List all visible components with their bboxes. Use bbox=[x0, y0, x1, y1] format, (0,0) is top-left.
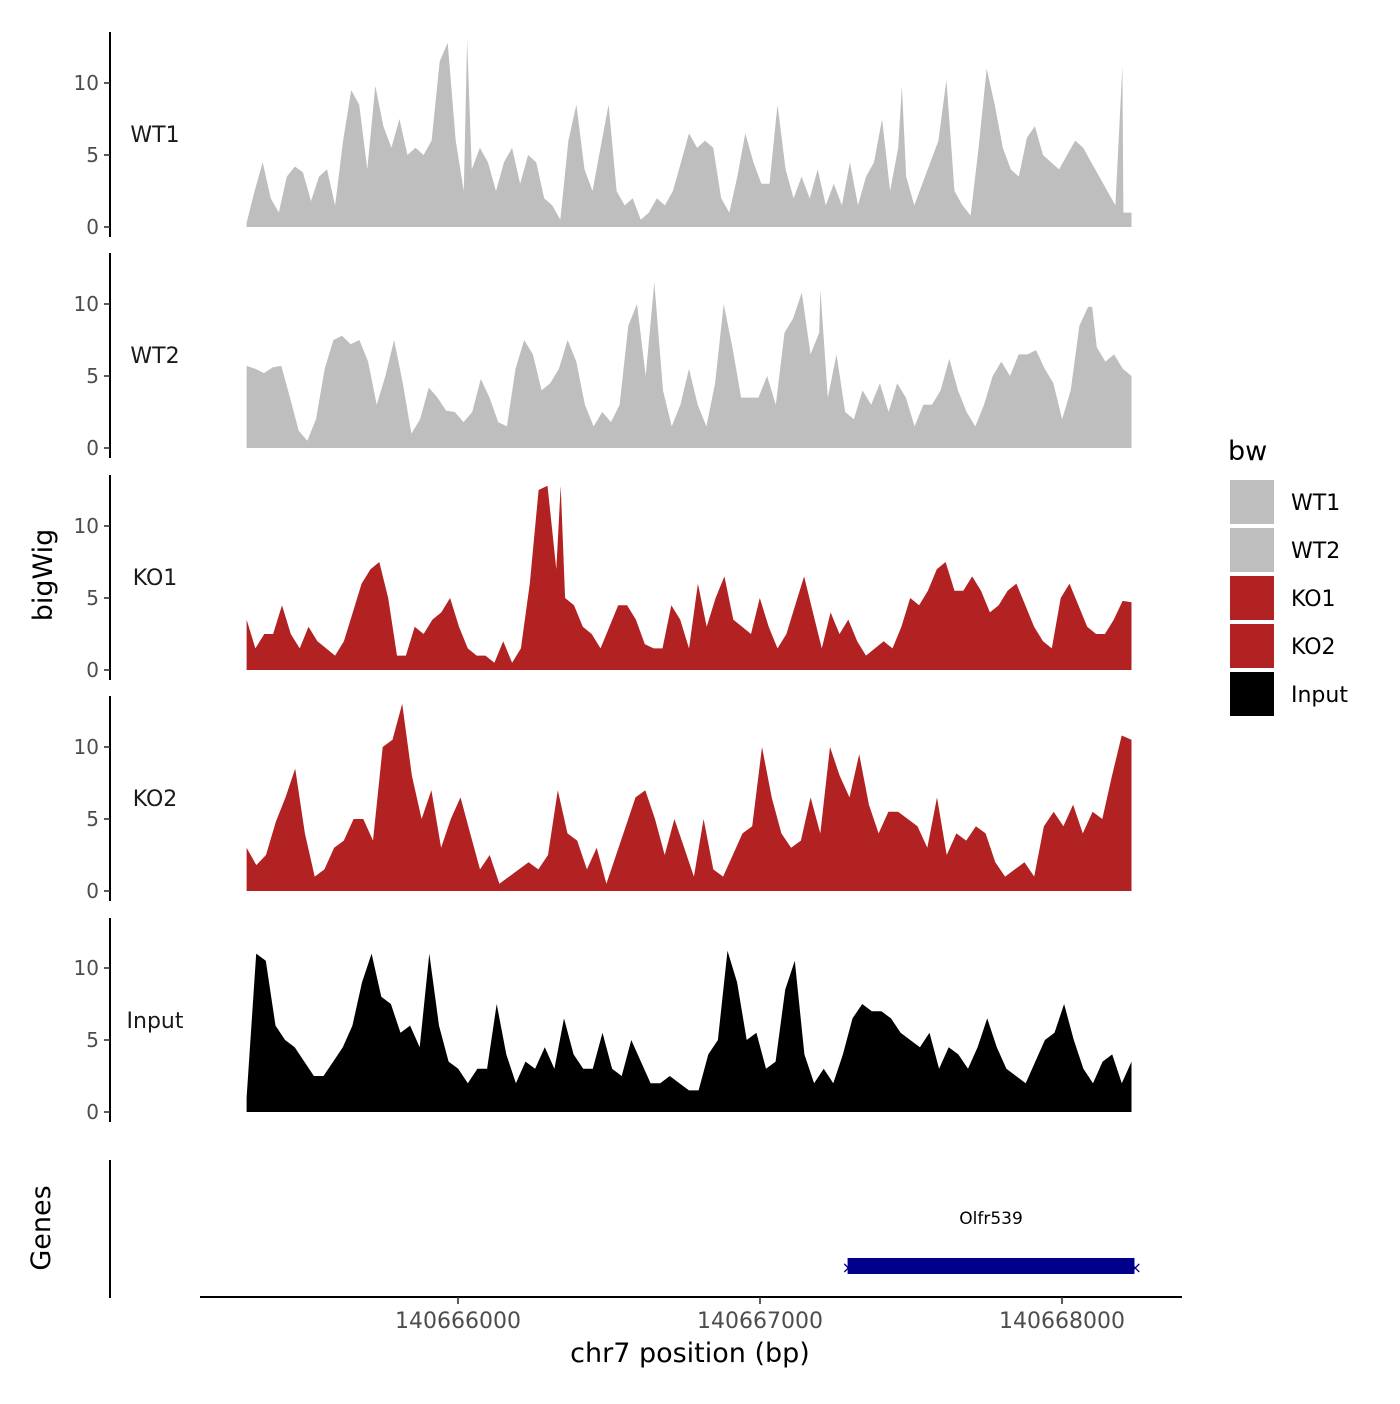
y-tick-label-wt1-0: 0 bbox=[86, 215, 99, 239]
signal-area-wt1 bbox=[246, 39, 1132, 227]
y-tick-label-input-5: 5 bbox=[86, 1028, 99, 1052]
legend-key-wt2 bbox=[1230, 528, 1274, 572]
y-tick-label-wt2-0: 0 bbox=[86, 436, 99, 460]
legend-key-ko1 bbox=[1230, 576, 1274, 620]
x-tick-label-140668000: 140668000 bbox=[999, 1309, 1125, 1334]
y-tick-label-wt1-10: 10 bbox=[74, 71, 99, 95]
track-label-wt1: WT1 bbox=[130, 123, 179, 148]
legend-label-wt1: WT1 bbox=[1291, 491, 1340, 516]
y-axis-title: bigWig bbox=[28, 529, 59, 622]
legend-key-wt1 bbox=[1230, 480, 1274, 524]
signal-area-ko2 bbox=[246, 703, 1132, 891]
legend-label-input: Input bbox=[1291, 683, 1348, 708]
legend-label-wt2: WT2 bbox=[1291, 539, 1340, 564]
gene-strand-left: × bbox=[842, 1258, 855, 1277]
y-tick-label-wt2-5: 5 bbox=[86, 364, 99, 388]
legend-key-ko2 bbox=[1230, 624, 1274, 668]
y-tick-label-wt2-10: 10 bbox=[74, 292, 99, 316]
gene-body-olfr539 bbox=[847, 1258, 1135, 1274]
gene-label-olfr539: Olfr539 bbox=[959, 1209, 1023, 1229]
signal-area-wt2 bbox=[246, 282, 1132, 448]
y-tick-label-ko1-5: 5 bbox=[86, 586, 99, 610]
genes-axis-title: Genes bbox=[26, 1185, 57, 1270]
y-tick-label-ko2-10: 10 bbox=[74, 735, 99, 759]
x-axis-title: chr7 position (bp) bbox=[570, 1338, 810, 1369]
y-tick-label-wt1-5: 5 bbox=[86, 143, 99, 167]
y-tick-label-ko1-10: 10 bbox=[74, 514, 99, 538]
y-tick-label-input-10: 10 bbox=[74, 956, 99, 980]
y-tick-label-ko2-0: 0 bbox=[86, 879, 99, 903]
track-label-ko1: KO1 bbox=[133, 566, 178, 591]
track-label-ko2: KO2 bbox=[133, 787, 178, 812]
legend-title: bw bbox=[1228, 436, 1267, 467]
track-label-input: Input bbox=[127, 1009, 184, 1034]
x-tick-label-140667000: 140667000 bbox=[697, 1309, 823, 1334]
legend-key-input bbox=[1230, 672, 1274, 716]
signal-area-input bbox=[246, 950, 1132, 1112]
x-tick-label-140666000: 140666000 bbox=[395, 1309, 521, 1334]
y-tick-label-input-0: 0 bbox=[86, 1100, 99, 1124]
y-tick-label-ko2-5: 5 bbox=[86, 807, 99, 831]
y-tick-label-ko1-0: 0 bbox=[86, 658, 99, 682]
gene-strand-right: × bbox=[1128, 1258, 1141, 1277]
legend-label-ko2: KO2 bbox=[1291, 635, 1336, 660]
legend-label-ko1: KO1 bbox=[1291, 587, 1336, 612]
track-label-wt2: WT2 bbox=[130, 344, 179, 369]
signal-area-ko1 bbox=[246, 485, 1132, 670]
